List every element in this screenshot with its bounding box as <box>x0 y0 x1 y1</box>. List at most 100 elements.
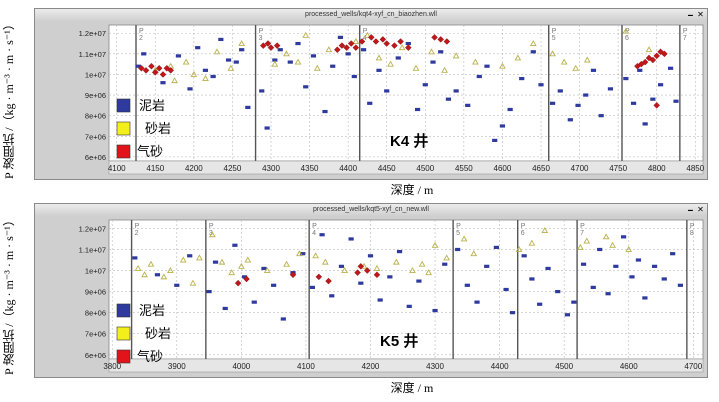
data-point-mudstone <box>135 64 141 68</box>
x-tick-label: 4200 <box>362 362 380 371</box>
formation-marker-label: 8 <box>690 230 694 237</box>
data-point-mudstone <box>310 54 317 58</box>
minimize-icon[interactable]: 🗕 <box>687 205 694 214</box>
data-point-sandstone <box>244 256 252 263</box>
data-point-mudstone <box>530 50 536 54</box>
formation-marker-label: 6 <box>521 230 525 237</box>
data-point-sandstone <box>228 269 236 276</box>
x-tick-label: 4500 <box>555 362 573 371</box>
data-point-mudstone <box>564 313 571 317</box>
data-point-mudstone <box>212 260 219 264</box>
data-point-sandstone <box>499 62 506 69</box>
data-point-sandstone <box>470 250 478 257</box>
x-axis-strip <box>108 358 704 373</box>
data-point-gas-sand <box>142 67 150 74</box>
data-point-mudstone <box>277 48 283 52</box>
data-point-sandstone <box>190 70 198 77</box>
data-point-mudstone <box>630 101 637 105</box>
formation-marker-label: P <box>683 28 688 35</box>
data-point-sandstone <box>528 239 536 246</box>
data-point-mudstone <box>492 138 498 142</box>
data-point-mudstone <box>651 264 658 268</box>
data-point-mudstone <box>575 103 581 107</box>
data-point-gas-sand <box>431 34 438 41</box>
data-point-sandstone <box>263 267 271 273</box>
data-point-mudstone <box>438 50 444 54</box>
data-point-mudstone <box>303 85 309 89</box>
data-point-gas-sand <box>363 267 371 274</box>
data-point-mudstone <box>620 235 627 239</box>
y-axis-label-top: P 波阻抗 /（kg · m⁻³ · m · s⁻¹） <box>2 18 16 180</box>
y-tick-label: 9e+06 <box>85 91 106 100</box>
data-point-sandstone <box>202 75 209 82</box>
data-point-mudstone <box>300 252 306 256</box>
data-point-mudstone <box>571 300 577 304</box>
title-bar[interactable]: processed_wells/kqt4-xyf_cn_biaozhen.wll <box>35 9 707 21</box>
x-tick-label: 4200 <box>185 164 203 173</box>
close-icon[interactable]: ✕ <box>697 205 704 214</box>
data-point-mudstone <box>384 89 390 93</box>
data-point-sandstone <box>325 46 333 53</box>
data-point-mudstone <box>642 296 648 300</box>
formation-marker-label: P <box>139 28 144 35</box>
data-point-mudstone <box>387 275 393 279</box>
data-point-mudstone <box>499 124 506 128</box>
data-point-mudstone <box>623 76 629 81</box>
data-point-mudstone <box>160 81 166 85</box>
close-icon[interactable]: ✕ <box>697 10 704 19</box>
data-point-mudstone <box>358 281 364 285</box>
data-point-mudstone <box>330 64 336 68</box>
data-point-sandstone <box>472 58 479 65</box>
x-tick-label: 4400 <box>491 362 509 371</box>
x-tick-label: 4850 <box>686 164 704 173</box>
data-point-mudstone <box>583 93 589 97</box>
x-tick-label: 4400 <box>339 164 357 173</box>
data-point-mudstone <box>405 41 411 46</box>
data-point-sandstone <box>196 254 203 261</box>
legend-label: 泥岩 <box>139 303 165 318</box>
data-point-gas-sand <box>343 44 350 51</box>
data-point-mudstone <box>642 122 648 126</box>
data-point-mudstone <box>376 68 382 72</box>
data-point-mudstone <box>580 262 587 266</box>
legend-swatch <box>116 303 131 318</box>
y-tick-label: 1.2e+07 <box>79 29 106 38</box>
data-point-sandstone <box>182 58 190 65</box>
data-point-mudstone <box>607 87 614 91</box>
x-tick-label: 4650 <box>532 164 550 173</box>
data-point-mudstone <box>538 83 544 87</box>
data-point-gas-sand <box>260 42 267 49</box>
data-point-mudstone <box>484 264 490 268</box>
data-point-gas-sand <box>358 38 366 45</box>
legend-label: 泥岩 <box>139 98 165 113</box>
data-point-sandstone <box>218 258 226 265</box>
data-point-mudstone <box>635 258 642 262</box>
data-point-mudstone <box>233 60 239 64</box>
data-point-gas-sand <box>159 71 167 78</box>
data-point-sandstone <box>452 52 460 59</box>
x-tick-label: 4100 <box>297 362 315 371</box>
formation-marker-label: P <box>363 28 368 35</box>
data-point-sandstone <box>460 235 468 242</box>
data-point-gas-sand <box>379 36 387 43</box>
data-point-sandstone <box>296 250 303 257</box>
data-point-sandstone <box>321 258 329 265</box>
minimize-icon[interactable]: 🗕 <box>687 10 694 19</box>
data-point-sandstone <box>609 241 616 248</box>
y-tick-label: 7e+06 <box>85 132 106 141</box>
title-bar[interactable]: processed_wells/kqt5-xyf_cn_new.wll <box>35 204 707 216</box>
x-tick-label: 4800 <box>648 164 666 173</box>
data-point-mudstone <box>465 103 471 107</box>
y-tick-label: 8e+06 <box>85 309 106 318</box>
data-point-sandstone <box>375 54 383 61</box>
formation-marker-label: P <box>580 223 585 230</box>
data-point-sandstone <box>160 273 168 280</box>
data-point-gas-sand <box>372 38 380 45</box>
formation-marker-label: 6 <box>625 35 629 42</box>
well-label: K5 井 <box>380 332 418 350</box>
formation-marker-label: P <box>135 223 140 230</box>
x-tick-label: 4300 <box>426 362 444 371</box>
data-point-mudstone <box>545 266 551 271</box>
data-point-mudstone <box>637 68 643 72</box>
data-point-mudstone <box>322 109 328 114</box>
